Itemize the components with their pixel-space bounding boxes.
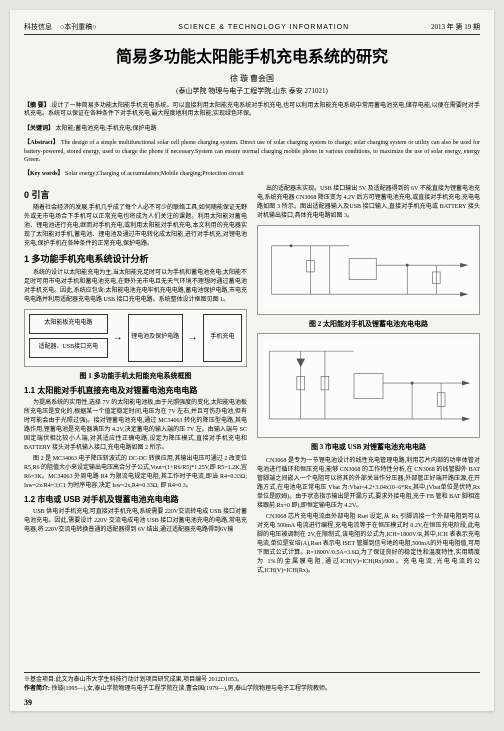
header: 科技信息 ○本刊重稿○ SCIENCE & TECHNOLOGY INFORMA… (24, 22, 480, 35)
bd-right-col: 手机充电 (203, 314, 242, 362)
right-column: 出的适配器末实现。USB 接口输出 5V 及适配器得到的 6V 不能直接为锂蓄电… (257, 185, 480, 578)
page-number: 39 (24, 698, 32, 707)
cn3068-p2: CN3068 芯片充电电流由外部电阻 Rset 设定,从 Rx 引脚流接一个外部… (257, 513, 480, 576)
funding-note: ※基金项目:此文为泰山市大学生科技行动计划项目研究成果,项目编号 2012D10… (24, 676, 480, 684)
cn3068-p1: CN3068 是专为一节锂电池设计的线性充电管理电路,利用芯片内部的功率体管对电… (257, 457, 480, 511)
author-bio-label: 作者简介: (24, 686, 50, 692)
sec1-p1: 系统的设计以太阳能充电为主,当太阳能充足时可以为手机和蓄电池充电;太阳能不足时可… (24, 269, 247, 305)
journal-name: 科技信息 (24, 22, 52, 32)
issue: 2013 年 第 19 期 (431, 22, 480, 32)
circuit-svg-icon (262, 338, 475, 433)
abstract-en-text: The design of a simple multifunctional s… (24, 140, 480, 163)
bd-phone-box: 手机充电 (203, 314, 242, 362)
arrow-icon: → (112, 314, 124, 362)
keywords-cn-label: 【关键词】 (24, 126, 54, 132)
circuit-3 (262, 338, 475, 433)
sec0-title: 0 引言 (24, 189, 247, 203)
bd-left-col: 太阳能板充电电路 适配器、USB接口充电 (29, 314, 108, 362)
paper-title: 简易多功能太阳能手机充电系统的研究 (24, 43, 480, 67)
abstract-cn-text: 设计了一种简易多功能太阳能手机充电系统。可以直接利用太阳能充电系统对手机充电,也… (24, 103, 480, 117)
fig1-caption: 图 1 多功能手机太阳能充电系统框图 (24, 371, 247, 382)
fig2-caption: 图 2 太阳能对手机及锂蓄电池充电电路 (257, 319, 480, 330)
authors: 徐 璇 曹会国 (24, 73, 480, 84)
page: 科技信息 ○本刊重稿○ SCIENCE & TECHNOLOGY INFORMA… (10, 10, 494, 711)
keywords-cn-text: 太阳能;蓄电池充电;手机充电;保护电路 (56, 126, 157, 132)
sec1-2-title: 1.2 市电或 USB 对手机及锂蓄电池充电电路 (24, 494, 247, 506)
circuit-svg-icon (262, 230, 475, 310)
footnote: ※基金项目:此文为泰山市大学生科技行动计划项目研究成果,项目编号 2012D10… (24, 672, 480, 693)
bd-solar-box: 太阳能板充电电路 (29, 314, 108, 334)
sec1-title: 1 多功能手机充电系统设计分析 (24, 253, 247, 267)
author-bio: 作者简介: 徐璇(1995—),女,泰山学院物理与电子工程学院在读,曹会国(19… (24, 685, 480, 693)
sec1-2-p1: USB 供电对手机充电,可直接对手机充电,系统需要 220V交流转电成 USB … (24, 508, 247, 535)
bd-adapter-box: 适配器、USB接口充电 (29, 338, 108, 358)
bd-battery-box: 锂电池及保护电路 (128, 314, 183, 362)
figure-2 (257, 225, 480, 315)
column-name: ○本刊重稿○ (60, 22, 96, 32)
figure-3 (257, 333, 480, 438)
right-p1: 出的适配器末实现。USB 接口输出 5V 及适配器得到的 6V 不能直接为锂蓄电… (257, 185, 480, 221)
bd-mid-col: 锂电池及保护电路 (128, 314, 183, 362)
keywords-en: 【Key words】 Solar energy;Charging of acc… (24, 170, 480, 178)
journal-en: SCIENCE & TECHNOLOGY INFORMATION (178, 24, 349, 31)
keywords-cn: 【关键词】 太阳能;蓄电池充电;手机充电;保护电路 (24, 125, 480, 133)
left-column: 0 引言 随着社会经济的发展,手机几乎成了每个人必不可少的联络工具,如何随能保证… (24, 185, 247, 578)
abstract-cn: 【摘 要】 设计了一种简易多功能太阳能手机充电系统。可以直接利用太阳能充电系统对… (24, 102, 480, 119)
circuit-2 (262, 230, 475, 310)
sec0-p1: 随着社会经济的发展,手机几乎成了每个人必不可少的联络工具,如何随能保证无野外或无… (24, 204, 247, 249)
header-left: 科技信息 ○本刊重稿○ (24, 22, 96, 32)
sec1-1-p1: 为提高系统的实用性,选择 7V 的太阳能电池板,由于光照强度的变化,太阳能电池板… (24, 399, 247, 453)
keywords-en-text: Solar energy;Charging of accumulators;Mo… (65, 171, 244, 177)
sec1-1-title: 1.1 太阳能对手机直接充电及对锂蓄电池充电电路 (24, 385, 247, 397)
body-columns: 0 引言 随着社会经济的发展,手机几乎成了每个人必不可少的联络工具,如何随能保证… (24, 185, 480, 578)
keywords-en-label: 【Key words】 (24, 171, 64, 177)
sec1-1-p2: 图 2 是 MC34063 电子降压斩波式的 DC-DC 转换应用,其输出电压可… (24, 455, 247, 491)
abstract-en-label: 【Abstract】 (24, 140, 59, 146)
abstract-en: 【Abstract】 The design of a simple multif… (24, 139, 480, 164)
arrow-icon: → (187, 314, 199, 362)
author-bio-text: 徐璇(1995—),女,泰山学院物理与电子工程学院在读,曹会国(1979—),男… (52, 686, 332, 692)
fig3-caption: 图 3 市电或 USB 对锂蓄电池充电电路 (257, 442, 480, 453)
abstract-cn-label: 【摘 要】 (24, 103, 50, 109)
block-diagram: 太阳能板充电电路 适配器、USB接口充电 → 锂电池及保护电路 → 手机充电 (29, 314, 242, 362)
affiliation: (泰山学院 物理与电子工程学院,山东 泰安 271021) (24, 86, 480, 96)
figure-1: 太阳能板充电电路 适配器、USB接口充电 → 锂电池及保护电路 → 手机充电 (24, 309, 247, 367)
